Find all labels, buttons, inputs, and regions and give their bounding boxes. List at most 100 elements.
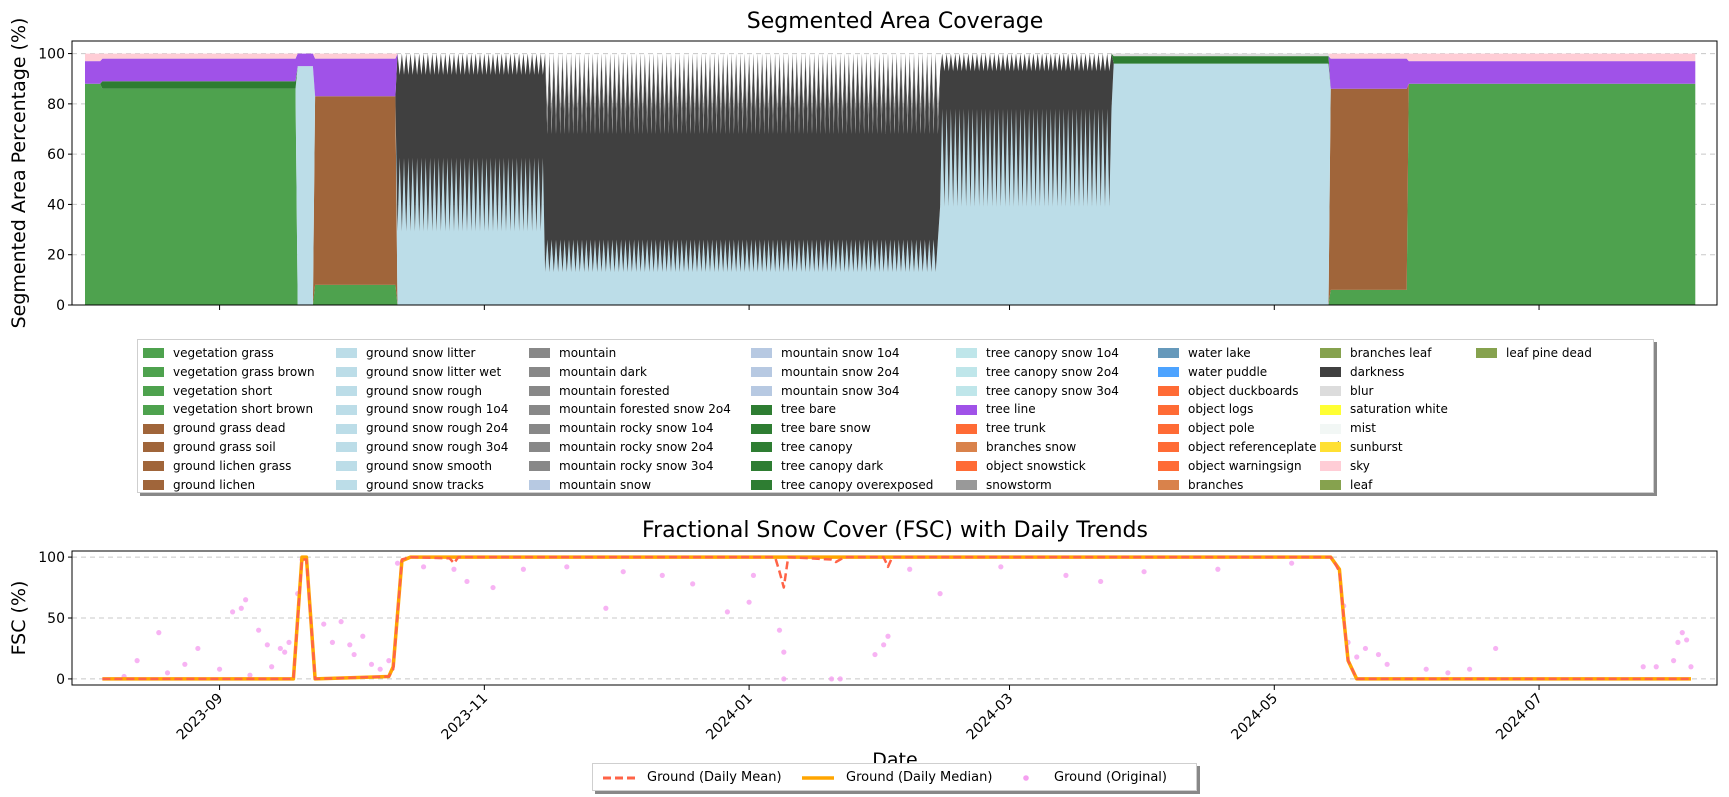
original-point [776,627,783,633]
legend-label: tree canopy snow 3o4 [986,383,1119,398]
legend-swatch [143,423,164,434]
original-point [1653,664,1659,670]
original-point [1493,645,1499,652]
legend-swatch [143,367,164,378]
legend-swatch [336,461,357,472]
original-point [243,597,249,603]
legend-label: object duckboards [1188,383,1299,398]
original-point [269,664,275,670]
legend-swatch [336,423,357,434]
legend-label: sunburst [1350,439,1403,454]
legend-swatch [529,423,550,434]
coverage-areas [85,53,1696,305]
original-point [195,645,201,652]
original-point [351,651,357,658]
legend-swatch [1320,404,1341,415]
original-point [1688,664,1694,670]
legend-swatch [751,404,772,415]
fsc-ylabel: FSC (%) [8,581,30,656]
legend-label: branches leaf [1350,346,1432,360]
legend-label: ground grass dead [173,421,286,436]
legend-label: ground snow litter wet [366,364,502,379]
y-tick-label: 0 [56,672,65,688]
area-ground-snow-litter [85,63,1696,305]
area-mountain [85,53,1696,134]
legend-label: Ground (Daily Median) [846,770,993,785]
legend-label: ground grass soil [173,439,276,454]
original-point [872,651,878,658]
legend-label: vegetation grass [173,346,274,360]
legend-swatch [1158,442,1179,453]
legend-swatch [956,348,977,359]
legend-label: ground lichen grass [173,458,292,473]
legend-swatch [1158,367,1179,378]
original-point [360,633,366,639]
original-point [321,621,327,627]
original-point [659,572,665,578]
original-point [264,642,270,648]
original-point [338,619,344,625]
legend-label: mountain snow [559,477,652,492]
legend-label: vegetation short [173,383,273,398]
original-point [216,666,223,672]
legend-swatch [143,479,164,490]
legend-swatch [956,404,977,415]
legend-swatch [956,442,977,453]
legend-label: darkness [1350,364,1405,379]
legend-label: tree trunk [986,421,1046,436]
legend-swatch [529,479,550,490]
legend-label: vegetation short brown [173,402,314,417]
fsc-legend: Ground (Daily Mean) Ground (Daily Median… [592,763,1197,791]
legend-swatch [529,461,550,472]
coverage-legend: vegetation grass vegetation grass brown ve… [137,339,1654,493]
legend-label: object logs [1188,402,1254,417]
fsc-axes: Fractional Snow Cover (FSC) with Daily T… [8,518,1718,771]
original-point [564,564,570,570]
coverage-ylabel: Segmented Area Percentage (%) [8,18,30,329]
area-darkness [85,53,1696,273]
legend-swatch [1158,461,1179,472]
legend-swatch [1158,385,1179,396]
legend-label: branches [1188,477,1244,492]
legend-swatch [336,385,357,396]
original-point [182,661,188,667]
legend-swatch [751,385,772,396]
legend-swatch [1158,423,1179,434]
legend-label: tree canopy overexposed [781,477,934,492]
legend-swatch [336,442,357,453]
coverage-title: Segmented Area Coverage [747,9,1044,34]
legend-label: tree line [986,402,1036,417]
legend-label: ground snow litter [366,346,476,360]
fsc-title: Fractional Snow Cover (FSC) with Daily T… [642,518,1148,543]
original-point [724,609,730,615]
original-point [394,560,401,566]
original-point [490,584,496,591]
coverage-y-ticks: 0 20 40 60 80 100 [38,47,72,314]
legend-label: object warningsign [1188,458,1302,473]
y-tick-label: 50 [47,611,65,627]
legend-label: water lake [1188,346,1251,360]
legend-swatch [336,348,357,359]
legend-label: mountain snow 1o4 [781,346,900,360]
original-point [1354,654,1360,660]
legend-label: tree canopy dark [781,458,884,473]
legend-swatch [751,479,772,490]
legend-swatch [1320,423,1341,434]
legend-label: vegetation grass brown [173,364,315,379]
legend-swatch [751,461,772,472]
original-point [781,649,787,655]
legend-label: mountain forested snow 2o4 [559,402,731,417]
area-vegetation-grass [85,83,1696,305]
legend-label: object snowstick [986,458,1086,473]
legend-swatch [751,442,772,453]
legend-swatch [1476,348,1497,359]
original-point [1384,661,1390,667]
legend-label: leaf [1350,477,1373,492]
y-tick-label: 100 [38,47,65,63]
fsc-x-ticks: 2023-09 2023-11 2024-01 2024-03 2024-05 2024-… [174,685,1546,743]
legend-label: leaf pine dead [1506,346,1592,360]
original-point [1215,566,1221,572]
original-point [420,564,427,570]
original-point [1423,666,1429,672]
